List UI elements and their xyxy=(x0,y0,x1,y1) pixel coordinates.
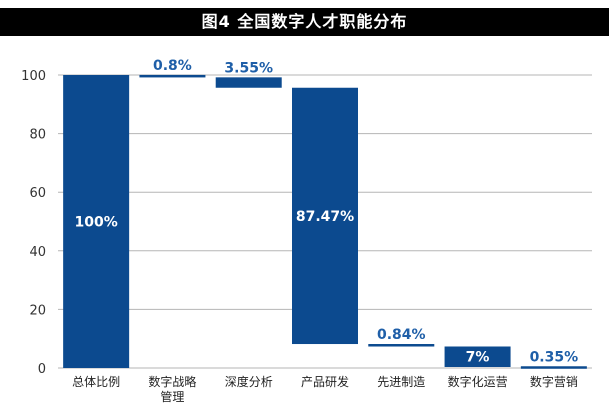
bar-4 xyxy=(292,87,358,345)
bar-6 xyxy=(444,346,511,368)
bar-1 xyxy=(63,75,130,368)
data-label-6: 7% xyxy=(466,350,490,366)
y-tick-label-0: 0 xyxy=(38,362,46,377)
data-label-5: 0.84% xyxy=(377,327,426,343)
y-tick-label-100: 100 xyxy=(21,69,46,84)
bar-3 xyxy=(215,77,282,88)
bar-2 xyxy=(139,74,206,78)
x-tick-label-1: 总体比例 xyxy=(72,375,120,389)
x-tick-label-7: 数字营销 xyxy=(530,374,578,389)
y-tick-label-80: 80 xyxy=(29,128,46,143)
data-label-2: 0.8% xyxy=(153,58,192,74)
x-tick-label-4: 产品研发 xyxy=(301,374,349,389)
x-tick-label-3: 深度分析 xyxy=(225,374,273,389)
bar-5 xyxy=(368,344,435,347)
bar-7 xyxy=(520,366,587,369)
data-label-7: 0.35% xyxy=(530,349,579,365)
x-tick-label-6: 数字化运营 xyxy=(448,374,508,389)
x-tick-label-2: 数字战略管理 xyxy=(148,374,196,404)
data-label-3: 3.55% xyxy=(224,60,273,76)
y-tick-label-20: 20 xyxy=(29,303,46,318)
y-tick-label-40: 40 xyxy=(29,245,46,260)
data-label-1: 100% xyxy=(75,215,118,231)
data-label-4: 87.47% xyxy=(296,209,354,225)
chart-title: 图4 全国数字人才职能分布 xyxy=(0,8,609,36)
x-tick-label-5: 先进制造 xyxy=(377,375,425,389)
y-tick-label-60: 60 xyxy=(29,186,46,201)
